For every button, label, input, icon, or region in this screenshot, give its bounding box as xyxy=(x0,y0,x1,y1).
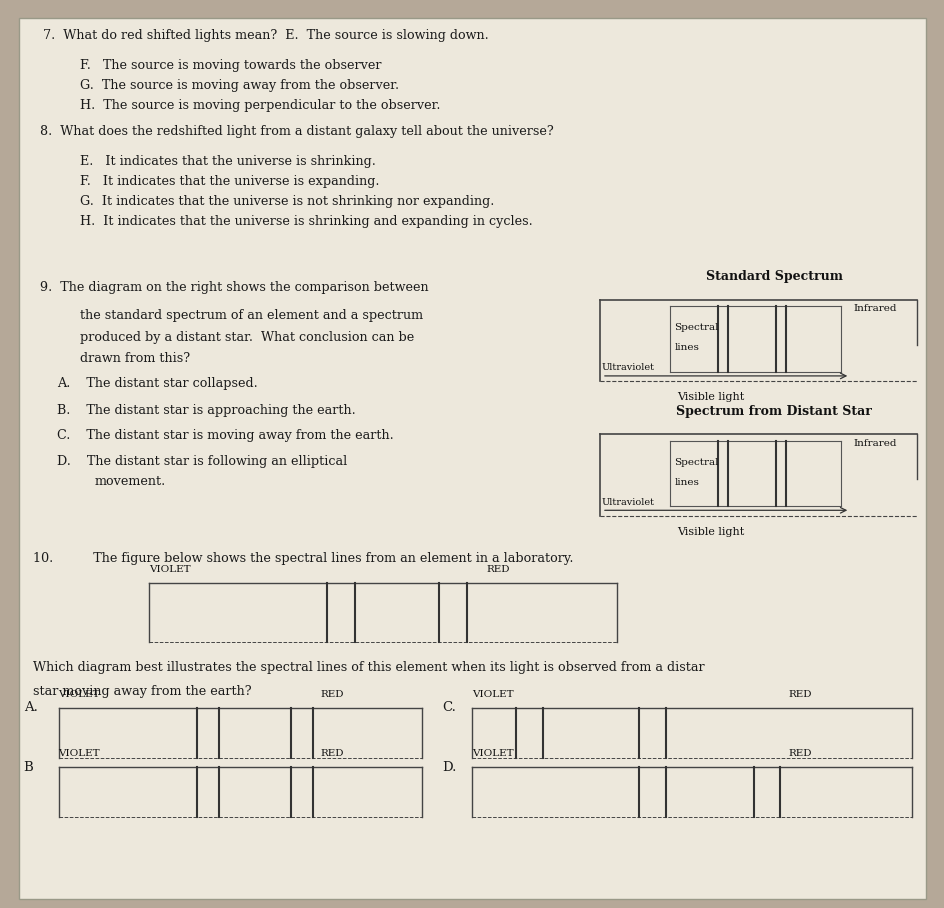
Text: 10.          The figure below shows the spectral lines from an element in a labo: 10. The figure below shows the spectral … xyxy=(33,552,573,565)
Text: G.  The source is moving away from the observer.: G. The source is moving away from the ob… xyxy=(80,79,399,92)
Text: VIOLET: VIOLET xyxy=(472,690,514,699)
Text: F.   It indicates that the universe is expanding.: F. It indicates that the universe is exp… xyxy=(80,175,379,188)
Text: VIOLET: VIOLET xyxy=(59,690,100,699)
Text: G.  It indicates that the universe is not shrinking nor expanding.: G. It indicates that the universe is not… xyxy=(80,195,494,208)
Text: RED: RED xyxy=(788,690,812,699)
Text: D.    The distant star is following an elliptical: D. The distant star is following an elli… xyxy=(57,455,346,468)
Text: lines: lines xyxy=(674,343,699,352)
Text: VIOLET: VIOLET xyxy=(59,749,100,758)
Text: E.   It indicates that the universe is shrinking.: E. It indicates that the universe is shr… xyxy=(80,155,376,168)
Text: B: B xyxy=(24,761,33,774)
Text: Ultraviolet: Ultraviolet xyxy=(601,363,654,372)
Text: Infrared: Infrared xyxy=(852,439,896,448)
Text: lines: lines xyxy=(674,478,699,487)
Text: the standard spectrum of an element and a spectrum: the standard spectrum of an element and … xyxy=(80,309,423,321)
Text: Visible light: Visible light xyxy=(677,392,744,402)
Text: RED: RED xyxy=(320,749,344,758)
Text: Spectrum from Distant Star: Spectrum from Distant Star xyxy=(676,405,871,418)
Text: produced by a distant star.  What conclusion can be: produced by a distant star. What conclus… xyxy=(80,331,414,344)
Text: Spectral: Spectral xyxy=(674,458,718,467)
Text: 9.  The diagram on the right shows the comparison between: 9. The diagram on the right shows the co… xyxy=(40,281,428,294)
Text: RED: RED xyxy=(788,749,812,758)
Text: Visible light: Visible light xyxy=(677,527,744,537)
Text: D.: D. xyxy=(442,761,456,774)
Text: C.    The distant star is moving away from the earth.: C. The distant star is moving away from … xyxy=(57,429,393,442)
Text: Infrared: Infrared xyxy=(852,304,896,313)
Text: RED: RED xyxy=(485,565,509,574)
Text: VIOLET: VIOLET xyxy=(149,565,191,574)
Text: Standard Spectrum: Standard Spectrum xyxy=(705,271,842,283)
Text: star moving away from the earth?: star moving away from the earth? xyxy=(33,685,251,697)
Text: H.  It indicates that the universe is shrinking and expanding in cycles.: H. It indicates that the universe is shr… xyxy=(80,215,532,228)
Text: C.: C. xyxy=(442,701,456,714)
FancyBboxPatch shape xyxy=(19,18,925,899)
Text: A.    The distant star collapsed.: A. The distant star collapsed. xyxy=(57,377,257,390)
Text: drawn from this?: drawn from this? xyxy=(80,352,191,365)
Text: RED: RED xyxy=(320,690,344,699)
Text: movement.: movement. xyxy=(94,475,165,488)
Text: A.: A. xyxy=(24,701,38,714)
Text: 8.  What does the redshifted light from a distant galaxy tell about the universe: 8. What does the redshifted light from a… xyxy=(40,125,553,138)
Text: H.  The source is moving perpendicular to the observer.: H. The source is moving perpendicular to… xyxy=(80,99,440,112)
Text: Ultraviolet: Ultraviolet xyxy=(601,498,654,507)
Text: B.    The distant star is approaching the earth.: B. The distant star is approaching the e… xyxy=(57,404,355,417)
Text: 7.  What do red shifted lights mean?  E.  The source is slowing down.: 7. What do red shifted lights mean? E. T… xyxy=(42,29,488,42)
Text: Spectral: Spectral xyxy=(674,323,718,332)
Text: F.   The source is moving towards the observer: F. The source is moving towards the obse… xyxy=(80,59,381,72)
Text: Which diagram best illustrates the spectral lines of this element when its light: Which diagram best illustrates the spect… xyxy=(33,661,704,674)
Text: VIOLET: VIOLET xyxy=(472,749,514,758)
